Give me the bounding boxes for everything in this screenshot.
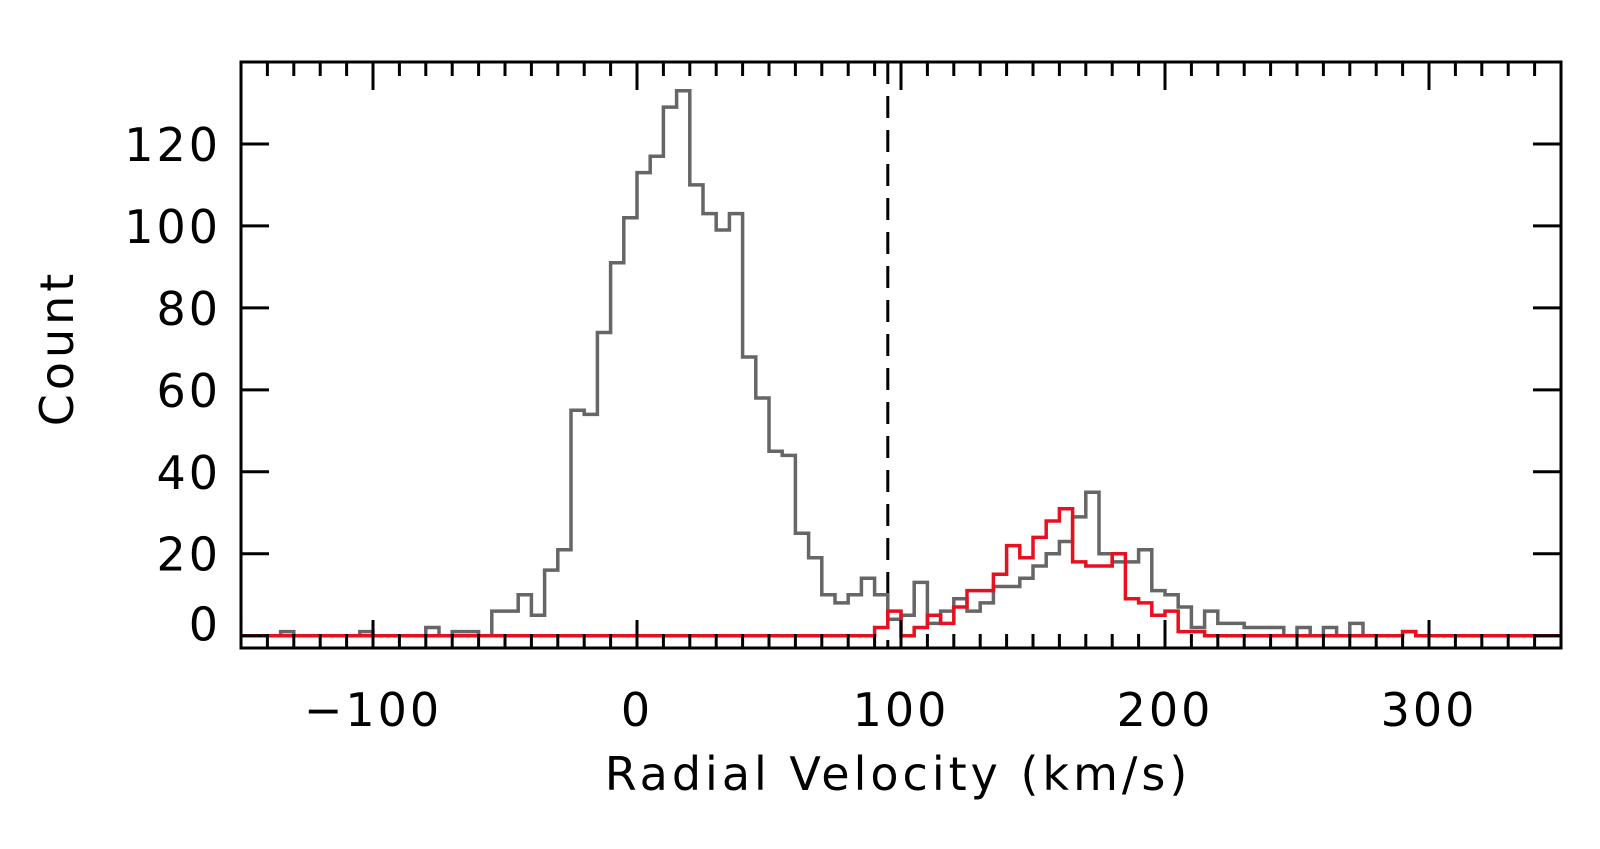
y-axis-title: Count xyxy=(30,270,84,427)
tick-label-layer: −100 0 100 200 300 0 20 40 60 80 100 120 xyxy=(124,118,1478,737)
y-tick-label: 60 xyxy=(156,364,221,418)
y-tick-label: 20 xyxy=(156,528,221,582)
series-line-all-stars xyxy=(241,88,1561,638)
series-line-selected xyxy=(241,506,1561,638)
y-tick-label: 40 xyxy=(156,446,221,500)
y-tick-label: 0 xyxy=(189,598,221,652)
y-tick-label: 120 xyxy=(124,118,221,172)
y-tick-label: 80 xyxy=(156,282,221,336)
y-tick-label: 100 xyxy=(124,200,221,254)
series-layer xyxy=(241,88,1561,638)
x-axis-title: Radial Velocity (km/s) xyxy=(605,747,1192,801)
x-tick-label: −100 xyxy=(304,683,442,737)
plot-frame xyxy=(239,60,1563,650)
x-tick-label: 0 xyxy=(621,683,653,737)
x-tick-label: 300 xyxy=(1381,683,1478,737)
tick-layer xyxy=(239,62,1563,648)
x-tick-label: 100 xyxy=(853,683,950,737)
x-tick-label: 200 xyxy=(1117,683,1214,737)
